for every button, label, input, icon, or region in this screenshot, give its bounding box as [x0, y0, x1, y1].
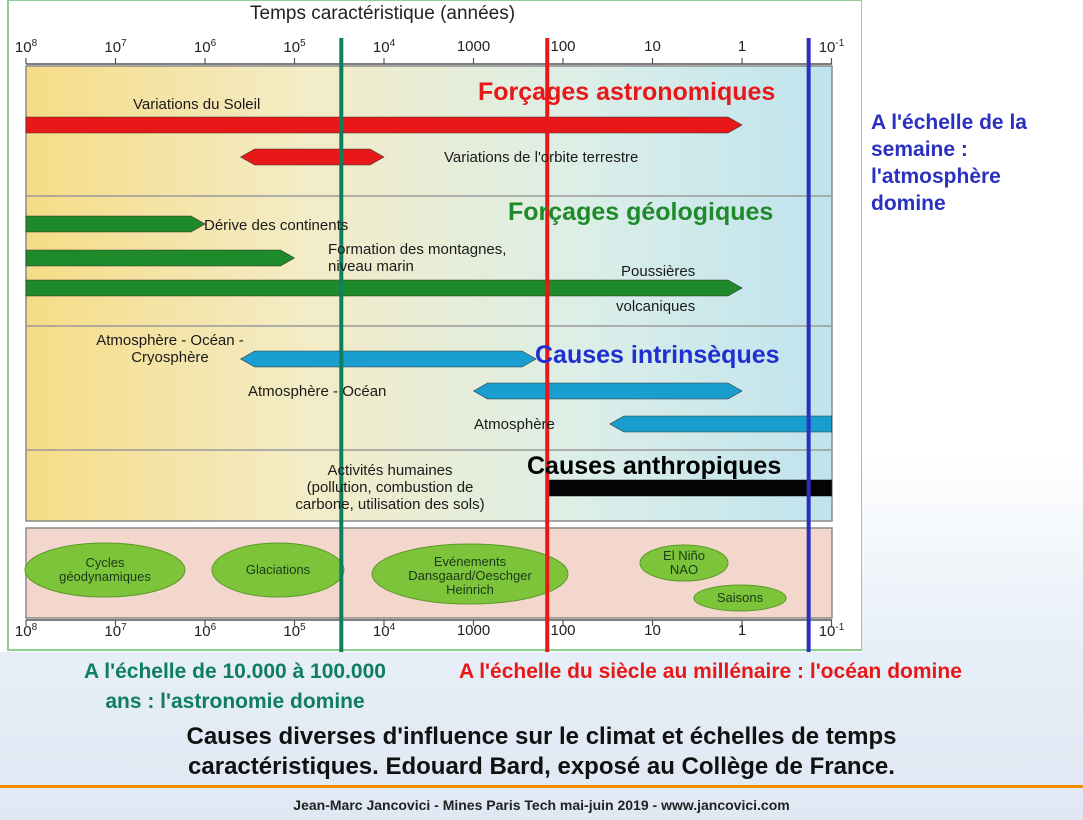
- label-humain-2: (pollution, combustion de: [307, 479, 474, 496]
- label-montagnes-2: niveau marin: [328, 258, 414, 275]
- tick-label-top: 108: [15, 38, 37, 56]
- section-title-intrinseques: Causes intrinsèques: [535, 341, 780, 370]
- bar-ao: [474, 383, 743, 399]
- tick-label-top: 10: [644, 38, 661, 55]
- tick-label-bottom: 100: [550, 622, 575, 639]
- tick-label-bottom: 10-1: [819, 622, 845, 640]
- footer-credit: Jean-Marc Jancovici - Mines Paris Tech m…: [0, 797, 1083, 813]
- tick-label-top: 10-1: [819, 38, 845, 56]
- bar-soleil: [26, 117, 742, 133]
- bar-montagnes: [26, 250, 295, 266]
- note-semaine: A l'échelle de la semaine : l'atmosphère…: [871, 109, 1027, 217]
- label-humain-1: Activités humaines: [327, 462, 452, 479]
- label-aoc-1: Atmosphère - Océan -: [96, 332, 244, 349]
- oval-label-evenements: Evénements Dansgaard/Oeschger Heinrich: [408, 555, 532, 597]
- note-ocean: A l'échelle du siècle au millénaire : l'…: [459, 657, 962, 687]
- tick-label-bottom: 10: [644, 622, 661, 639]
- tick-label-top: 106: [194, 38, 216, 56]
- note-astronomie: A l'échelle de 10.000 à 100.000 ans : l'…: [30, 657, 440, 717]
- figure-caption: Causes diverses d'influence sur le clima…: [0, 722, 1083, 782]
- axis-title: Temps caractéristique (années): [250, 3, 515, 25]
- tick-label-bottom: 106: [194, 622, 216, 640]
- tick-label-top: 105: [283, 38, 305, 56]
- climate-timescale-figure: Temps caractéristique (années) Forçages …: [0, 0, 862, 652]
- bar-orbite: [241, 149, 384, 165]
- bar-volcan: [26, 280, 742, 296]
- tick-label-bottom: 104: [373, 622, 395, 640]
- label-continents: Dérive des continents: [204, 217, 348, 234]
- label-humain-3: carbone, utilisation des sols): [295, 496, 484, 513]
- tick-label-bottom: 1: [738, 622, 746, 639]
- bar-humain: [547, 480, 831, 496]
- tick-label-bottom: 108: [15, 622, 37, 640]
- section-title-anthropiques: Causes anthropiques: [527, 452, 781, 481]
- tick-label-top: 1000: [457, 38, 490, 55]
- label-montagnes-1: Formation des montagnes,: [328, 241, 506, 258]
- footer-divider: [0, 785, 1083, 788]
- bar-atm: [610, 416, 832, 432]
- label-orbite: Variations de l'orbite terrestre: [444, 149, 638, 166]
- label-aoc-2: Cryosphère: [131, 349, 209, 366]
- tick-label-top: 104: [373, 38, 395, 56]
- oval-label-saisons: Saisons: [717, 591, 763, 605]
- section-title-geologiques: Forçages géologiques: [508, 198, 773, 227]
- label-atm: Atmosphère: [474, 416, 555, 433]
- oval-label-glaciations: Glaciations: [246, 563, 310, 577]
- label-volcan-1: Poussières: [621, 263, 695, 280]
- oval-label-cycles: Cycles géodynamiques: [59, 556, 151, 584]
- tick-label-top: 100: [550, 38, 575, 55]
- label-volcan-2: volcaniques: [616, 298, 695, 315]
- tick-label-bottom: 1000: [457, 622, 490, 639]
- tick-label-top: 107: [104, 38, 126, 56]
- tick-label-bottom: 107: [104, 622, 126, 640]
- bar-continents: [26, 216, 205, 232]
- oval-label-elnino: El Niño NAO: [663, 549, 705, 577]
- label-ao: Atmosphère - Océan: [248, 383, 386, 400]
- tick-label-bottom: 105: [283, 622, 305, 640]
- section-title-astronomiques: Forçages astronomiques: [478, 78, 775, 107]
- tick-label-top: 1: [738, 38, 746, 55]
- bar-aoc: [241, 351, 536, 367]
- label-soleil: Variations du Soleil: [133, 96, 260, 113]
